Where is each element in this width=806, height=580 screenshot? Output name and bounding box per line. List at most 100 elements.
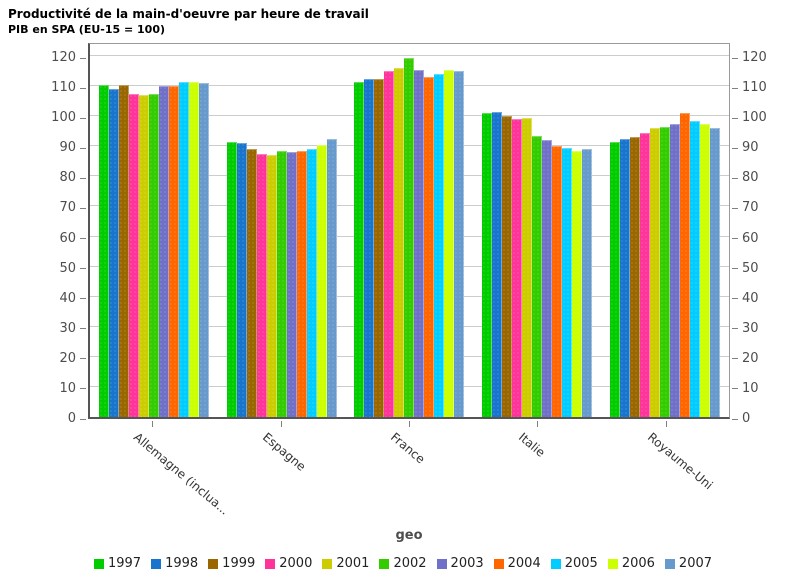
y-tick-right-40 [732, 298, 738, 300]
bar-1998-5 [620, 138, 631, 417]
bar-2005-4 [562, 147, 573, 417]
bar-2004-4 [552, 146, 563, 417]
bar-2006-2 [316, 144, 327, 417]
bar-group-1 [90, 44, 218, 417]
y-tick-right-10 [732, 388, 738, 390]
bar-2005-3 [434, 74, 445, 417]
bar-1997-5 [610, 141, 621, 417]
bar-1999-5 [630, 137, 641, 417]
y-tick-right-20 [732, 358, 738, 360]
bar-2000-5 [640, 132, 651, 417]
bar-2006-1 [188, 81, 199, 417]
legend-item-2003: 2003 [436, 556, 484, 571]
bar-2005-2 [306, 149, 317, 417]
bar-2002-3 [404, 57, 415, 417]
legend-label-2005: 2005 [564, 556, 598, 571]
legend-swatch-2004 [493, 558, 504, 569]
legend-item-1997: 1997 [93, 556, 141, 571]
legend-swatch-2006 [607, 558, 618, 569]
y-tick-right-0 [732, 418, 738, 420]
bar-2003-2 [286, 152, 297, 417]
y-tick-left-100 [80, 117, 86, 119]
bar-2000-4 [512, 119, 523, 417]
bar-2002-4 [532, 135, 543, 417]
y-tick-label-left-40: 40 [59, 290, 76, 306]
y-tick-left-110 [80, 87, 86, 89]
bar-1997-1 [98, 84, 109, 417]
y-tick-left-80 [80, 177, 86, 179]
legend: 1997 1998 1999 2000 2001 2002 2003 2004 2005 2006… [0, 556, 806, 571]
bar-2003-5 [670, 123, 681, 417]
legend-swatch-2005 [550, 558, 561, 569]
bar-group-2 [218, 44, 346, 417]
y-tick-right-110 [732, 87, 738, 89]
y-tick-label-right-120: 120 [742, 50, 767, 66]
bar-2003-1 [158, 86, 169, 417]
y-tick-left-70 [80, 207, 86, 209]
y-tick-label-left-100: 100 [51, 110, 76, 126]
chart-header: Productivité de la main-d'oeuvre par heu… [8, 6, 369, 37]
bar-2006-4 [572, 150, 583, 417]
legend-swatch-1998 [151, 558, 162, 569]
legend-item-2007: 2007 [664, 556, 712, 571]
bar-1999-1 [118, 84, 129, 417]
y-tick-right-120 [732, 57, 738, 59]
legend-swatch-1999 [208, 558, 219, 569]
x-axis-title: geo [395, 528, 423, 543]
y-tick-right-30 [732, 328, 738, 330]
y-tick-left-120 [80, 57, 86, 59]
legend-swatch-2000 [265, 558, 276, 569]
bar-2001-1 [138, 95, 149, 417]
category-label-2: Espagne [259, 430, 308, 474]
legend-item-2001: 2001 [322, 556, 369, 571]
category-tick-5 [665, 421, 667, 427]
category-label-5: Royaume-Uni [644, 430, 716, 493]
legend-item-2002: 2002 [379, 556, 427, 571]
bar-groups [90, 44, 729, 417]
legend-item-1999: 1999 [208, 556, 255, 571]
category-tick-4 [537, 421, 539, 427]
plot-area [88, 43, 730, 419]
y-tick-label-left-0: 0 [67, 411, 76, 426]
bar-1997-2 [226, 141, 237, 417]
y-tick-label-right-30: 30 [742, 320, 759, 336]
bar-2001-3 [394, 68, 405, 417]
y-tick-label-right-90: 90 [742, 140, 759, 156]
y-tick-label-right-100: 100 [742, 110, 767, 126]
legend-label-2002: 2002 [393, 556, 427, 571]
y-tick-label-right-10: 10 [742, 380, 759, 396]
bar-2001-2 [266, 155, 277, 417]
legend-label-2006: 2006 [621, 556, 655, 571]
y-tick-label-left-120: 120 [51, 50, 76, 66]
legend-label-1998: 1998 [165, 556, 199, 571]
y-tick-label-right-110: 110 [742, 80, 767, 96]
y-tick-label-left-10: 10 [59, 380, 76, 396]
y-tick-label-right-50: 50 [742, 260, 759, 276]
chart-subtitle: PIB en SPA (EU-15 = 100) [8, 23, 166, 36]
y-tick-label-right-20: 20 [742, 350, 759, 366]
y-tick-label-right-80: 80 [742, 170, 759, 186]
legend-item-2000: 2000 [265, 556, 312, 571]
y-tick-label-left-50: 50 [59, 260, 76, 276]
legend-item-2005: 2005 [550, 556, 598, 571]
y-tick-left-50 [80, 268, 86, 270]
y-tick-right-60 [732, 238, 738, 240]
y-tick-left-90 [80, 147, 86, 149]
y-tick-label-left-60: 60 [59, 230, 76, 246]
legend-item-2004: 2004 [493, 556, 541, 571]
legend-swatch-2002 [379, 558, 390, 569]
bar-2003-4 [542, 140, 553, 417]
bar-2004-2 [296, 150, 307, 417]
y-tick-label-right-0: 0 [742, 411, 751, 426]
chart-title: Productivité de la main-d'oeuvre par heu… [8, 7, 369, 21]
legend-label-1999: 1999 [222, 556, 256, 571]
legend-label-2000: 2000 [279, 556, 313, 571]
y-tick-label-left-30: 30 [59, 320, 76, 336]
category-tick-3 [409, 421, 410, 427]
y-tick-label-right-70: 70 [742, 200, 759, 216]
legend-swatch-1997 [93, 558, 104, 569]
y-tick-right-50 [732, 268, 738, 270]
legend-item-2006: 2006 [607, 556, 655, 571]
category-tick-2 [280, 421, 282, 427]
legend-swatch-2003 [436, 558, 447, 569]
